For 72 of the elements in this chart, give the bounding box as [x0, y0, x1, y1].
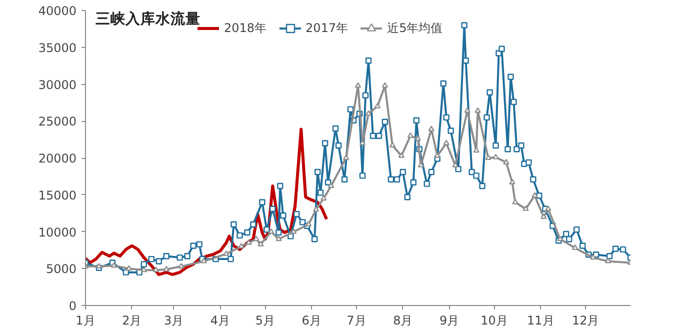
point: [152, 266, 159, 272]
point: [290, 228, 297, 234]
point: [407, 132, 414, 138]
x-tick-label: 3月: [164, 314, 184, 328]
y-tick-label: 20000: [38, 152, 77, 166]
point: [328, 182, 334, 188]
point: [276, 236, 282, 242]
point: [522, 205, 529, 211]
point: [532, 192, 538, 198]
point: [572, 244, 578, 250]
point: [342, 154, 350, 160]
point: [178, 262, 184, 268]
point: [374, 102, 381, 108]
point: [382, 82, 388, 88]
chart-title: 三峡入库水流量: [96, 10, 200, 28]
point: [312, 206, 320, 212]
x-tick-label: 5月: [255, 314, 275, 328]
y-tick-label: 15000: [38, 188, 77, 202]
legend-label: 2018年: [224, 20, 267, 36]
point: [163, 266, 170, 272]
point: [398, 152, 405, 158]
y-tick-label: 25000: [38, 114, 77, 129]
point: [320, 195, 327, 201]
y-tick-label: 40000: [38, 4, 77, 18]
x-tick-label: 2月: [122, 314, 142, 328]
line-series: [86, 128, 328, 276]
x-tick-label: 11月: [527, 314, 554, 328]
point: [540, 214, 547, 220]
point: [246, 239, 252, 245]
y-tick-label: 35000: [38, 40, 77, 55]
point: [512, 198, 518, 204]
x-tick-label: 9月: [440, 314, 460, 328]
point: [434, 152, 440, 158]
point: [474, 107, 481, 113]
x-tick-label: 7月: [346, 314, 366, 328]
point: [126, 265, 132, 271]
point: [604, 258, 612, 264]
point: [258, 240, 264, 246]
point: [238, 243, 244, 249]
point: [443, 140, 450, 146]
point: [305, 220, 312, 226]
point: [110, 262, 118, 268]
y-tick-label: 30000: [38, 78, 77, 92]
x-tick-label: 10月: [480, 314, 508, 328]
point: [492, 154, 499, 160]
point: [545, 205, 552, 211]
point: [485, 154, 492, 160]
point: [428, 126, 434, 132]
y-tick-label: 0: [68, 299, 77, 313]
y-tick-label: 5000: [46, 262, 77, 276]
point: [509, 178, 516, 184]
point: [464, 107, 470, 113]
point: [389, 142, 396, 148]
legend-label: 2017年: [306, 20, 348, 36]
point: [365, 110, 372, 116]
point: [253, 236, 260, 242]
y-tick-label: 10000: [38, 225, 77, 240]
point: [414, 135, 421, 141]
point: [268, 228, 274, 234]
legend-label: 近5年均值: [387, 20, 443, 36]
x-tick-label: 6月: [302, 314, 322, 328]
x-tick-label: 4月: [210, 314, 230, 328]
point: [557, 236, 564, 242]
x-tick-label: 8月: [393, 314, 413, 328]
point: [590, 254, 596, 260]
point: [223, 250, 230, 256]
point: [503, 158, 510, 164]
x-tick-label: 1月: [76, 314, 96, 328]
point: [96, 262, 102, 268]
point: [354, 82, 362, 88]
point: [140, 266, 147, 272]
x-tick-label: 12月: [572, 314, 600, 328]
